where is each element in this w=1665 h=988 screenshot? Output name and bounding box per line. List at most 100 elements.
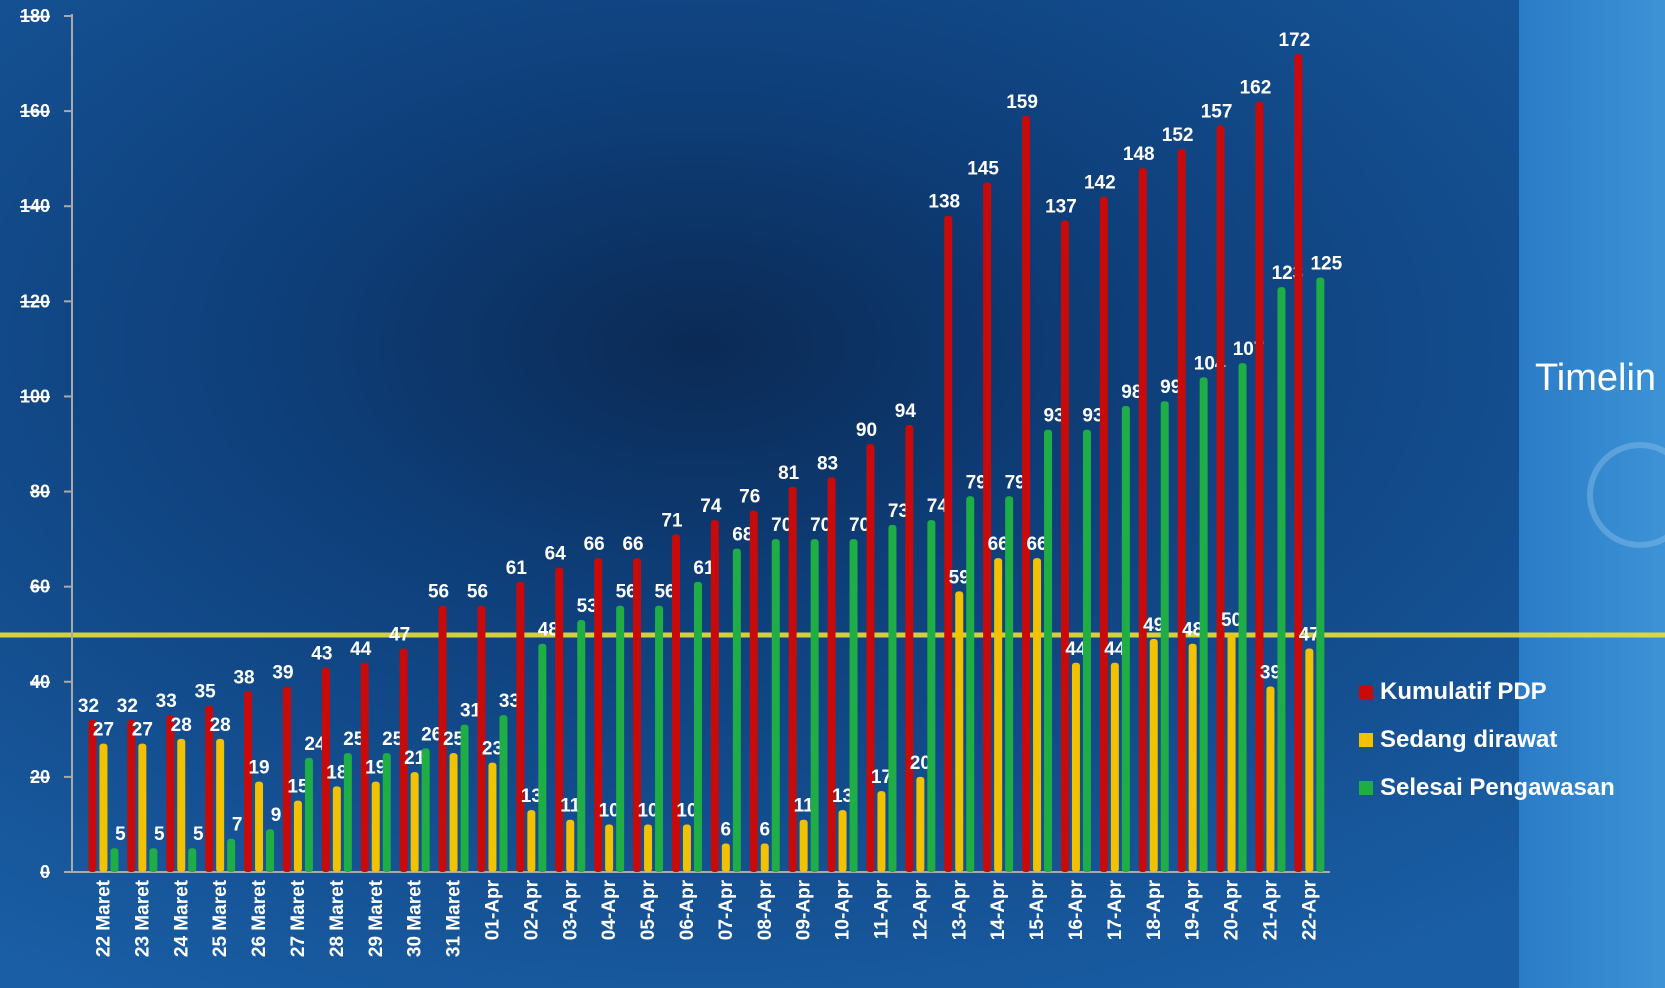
legend-swatch <box>1359 733 1373 747</box>
y-tick-label: 180 <box>20 6 50 26</box>
bar <box>1022 116 1030 872</box>
value-label: 172 <box>1278 30 1310 51</box>
bar <box>266 829 274 872</box>
bar <box>538 644 546 872</box>
x-tick-label: 24 Maret <box>171 879 192 957</box>
x-tick-label: 17-Apr <box>1105 879 1126 940</box>
x-tick-label: 28 Maret <box>327 879 348 957</box>
bar <box>177 739 185 872</box>
y-tick-label: 60 <box>30 577 50 597</box>
bar <box>944 216 952 872</box>
bar <box>694 582 702 872</box>
value-label: 6 <box>721 819 732 840</box>
value-label: 66 <box>584 534 605 555</box>
value-label: 157 <box>1201 101 1233 122</box>
value-label: 19 <box>248 758 269 779</box>
bar <box>255 782 263 872</box>
bar <box>994 558 1002 872</box>
bar <box>1044 430 1052 872</box>
bar <box>1100 197 1108 872</box>
bar <box>1083 430 1091 872</box>
value-label: 71 <box>661 510 683 531</box>
bar <box>1122 406 1130 872</box>
bar <box>761 843 769 872</box>
bar <box>188 848 196 872</box>
bar <box>927 520 935 872</box>
bar <box>1178 149 1186 872</box>
value-label: 28 <box>210 715 231 736</box>
legend-label: Sedang dirawat <box>1380 726 1557 753</box>
bar <box>877 791 885 872</box>
bar <box>655 606 663 872</box>
x-tick-label: 01-Apr <box>482 879 503 940</box>
value-label: 76 <box>739 487 760 508</box>
x-tick-label: 13-Apr <box>949 879 970 940</box>
bar <box>839 810 847 872</box>
x-tick-label: 18-Apr <box>1144 879 1165 940</box>
bar <box>1061 220 1069 872</box>
x-tick-label: 22-Apr <box>1299 879 1320 940</box>
bar <box>1228 634 1236 872</box>
bar <box>411 772 419 872</box>
bar <box>1111 663 1119 872</box>
bar <box>344 753 352 872</box>
x-tick-label: 15-Apr <box>1027 879 1048 940</box>
y-tick-label: 160 <box>20 101 50 121</box>
x-tick-label: 05-Apr <box>638 879 659 940</box>
value-label: 38 <box>233 667 254 688</box>
bar <box>1033 558 1041 872</box>
bar <box>99 744 107 872</box>
value-label: 64 <box>545 544 567 565</box>
value-label: 33 <box>156 691 177 712</box>
value-label: 162 <box>1240 78 1272 99</box>
bar <box>905 425 913 872</box>
bar <box>227 839 235 872</box>
value-label: 27 <box>132 720 153 741</box>
value-label: 138 <box>928 192 960 213</box>
value-label: 39 <box>272 663 293 684</box>
x-tick-label: 19-Apr <box>1183 879 1204 940</box>
value-label: 7 <box>232 815 243 836</box>
value-label: 6 <box>759 819 770 840</box>
y-tick-label: 40 <box>30 672 50 692</box>
y-tick-label: 0 <box>40 862 50 882</box>
x-tick-label: 04-Apr <box>599 879 620 940</box>
x-tick-label: 31 Maret <box>444 879 465 957</box>
x-tick-label: 11-Apr <box>871 879 892 939</box>
bar <box>244 691 252 872</box>
bar <box>450 753 458 872</box>
value-label: 83 <box>817 453 838 474</box>
value-label: 81 <box>778 463 800 484</box>
bar <box>110 848 118 872</box>
bar <box>499 715 507 872</box>
value-label: 27 <box>93 720 114 741</box>
bar <box>305 758 313 872</box>
value-label: 137 <box>1045 196 1077 217</box>
bar <box>1200 377 1208 872</box>
x-tick-label: 30 Maret <box>405 879 426 957</box>
x-tick-label: 12-Apr <box>910 879 931 940</box>
x-tick-label: 26 Maret <box>249 879 270 957</box>
x-tick-label: 23 Maret <box>132 879 153 957</box>
chart: Timelin 02040608010012014016018022 Maret… <box>0 0 1665 988</box>
bar <box>916 777 924 872</box>
bar <box>594 558 602 872</box>
bar <box>866 444 874 872</box>
bar <box>166 715 174 872</box>
bar <box>983 182 991 872</box>
x-tick-label: 21-Apr <box>1260 879 1281 940</box>
x-tick-label: 29 Maret <box>366 879 387 957</box>
value-label: 5 <box>154 824 165 845</box>
value-label: 47 <box>389 624 410 645</box>
x-tick-label: 22 Maret <box>93 879 114 957</box>
x-tick-label: 03-Apr <box>560 879 581 940</box>
x-tick-label: 06-Apr <box>677 879 698 940</box>
bar <box>555 568 563 872</box>
bar <box>216 739 224 872</box>
bar <box>1277 287 1285 872</box>
y-tick-label: 140 <box>20 196 50 216</box>
y-tick-label: 120 <box>20 291 50 311</box>
bar <box>516 582 524 872</box>
value-label: 32 <box>117 696 138 717</box>
value-label: 56 <box>467 582 488 603</box>
